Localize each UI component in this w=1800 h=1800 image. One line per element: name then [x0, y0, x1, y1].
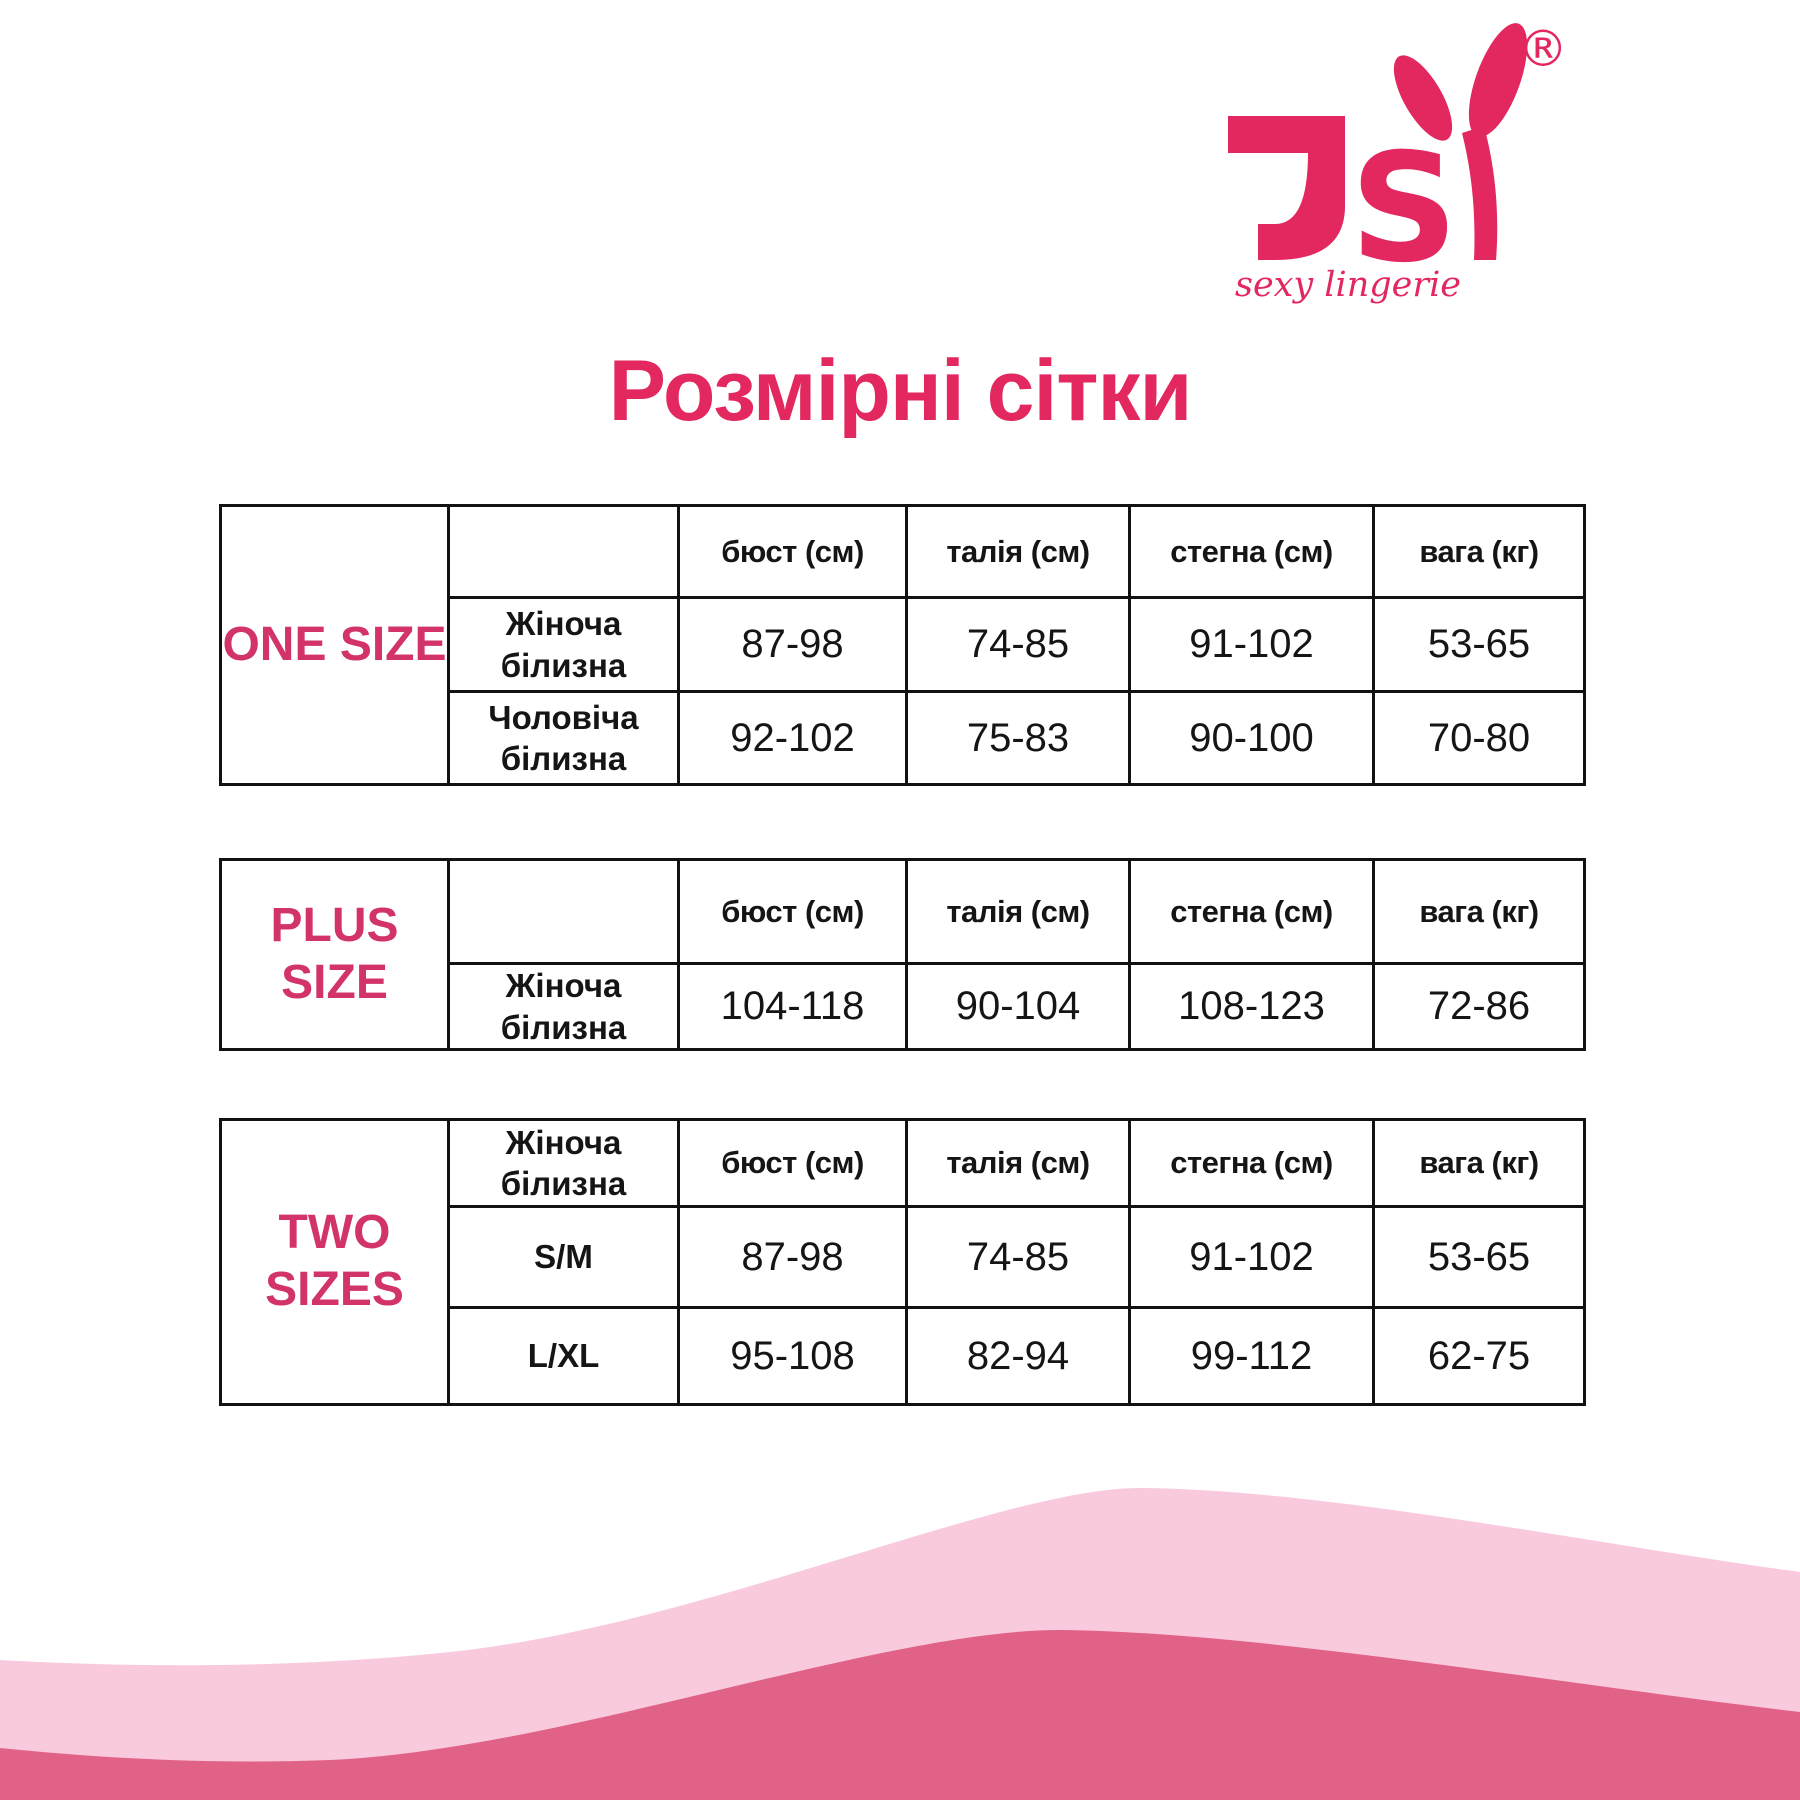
size-value: 70-80 [1372, 690, 1586, 786]
size-value: 91-102 [1128, 1205, 1375, 1309]
table-one-size: ONE SIZE бюст (см) талія (см) стегна (см… [219, 504, 1586, 786]
row-name-header [447, 504, 680, 599]
logo-letter-j [1228, 116, 1345, 260]
column-header: талія (см) [905, 504, 1131, 599]
size-value: 75-83 [905, 690, 1131, 786]
column-header: вага (кг) [1372, 858, 1586, 965]
column-header: стегна (см) [1128, 1118, 1375, 1208]
size-label: ONE SIZE [219, 504, 450, 786]
size-value: 104-118 [677, 962, 908, 1051]
size-value: 82-94 [905, 1306, 1131, 1406]
size-value: 90-100 [1128, 690, 1375, 786]
size-value: 92-102 [677, 690, 908, 786]
table-row: Жіноча білизна 104-118 90-104 108-123 72… [221, 962, 1586, 1051]
table-row: Жіноча білизна 87-98 74-85 91-102 53-65 [221, 596, 1586, 693]
row-name: Чоловіча білизна [447, 690, 680, 786]
page-title: Розмірні сітки [608, 343, 1193, 439]
registered-mark-icon: ® [1518, 20, 1568, 78]
size-value: 91-102 [1128, 596, 1375, 693]
column-header: стегна (см) [1128, 504, 1375, 599]
column-header: вага (кг) [1372, 1118, 1586, 1208]
table-two-sizes: TWO SIZES Жіноча білизна бюст (см) талія… [219, 1118, 1586, 1406]
row-name: Жіноча білизна [447, 596, 680, 693]
column-header: талія (см) [905, 1118, 1131, 1208]
logo-letter-s: S [1350, 122, 1458, 296]
row-name-header [447, 858, 680, 965]
size-value: 108-123 [1128, 962, 1375, 1051]
size-value: 62-75 [1372, 1306, 1586, 1406]
table-plus-size: PLUS SIZE бюст (см) талія (см) стегна (с… [219, 858, 1586, 1051]
table-row: S/M 87-98 74-85 91-102 53-65 [221, 1205, 1586, 1309]
size-value: 87-98 [677, 1205, 908, 1309]
brand-tagline: sexy lingerie [1235, 265, 1461, 305]
column-header: бюст (см) [677, 504, 908, 599]
column-header: бюст (см) [677, 858, 908, 965]
size-value: 90-104 [905, 962, 1131, 1051]
row-name: Жіноча білизна [447, 962, 680, 1051]
column-header: талія (см) [905, 858, 1131, 965]
column-header: бюст (см) [677, 1118, 908, 1208]
size-value: 99-112 [1128, 1306, 1375, 1406]
size-value: 53-65 [1372, 596, 1586, 693]
size-value: 72-86 [1372, 962, 1586, 1051]
leaf-stem [1462, 126, 1498, 260]
size-value: 74-85 [905, 1205, 1131, 1309]
row-name-header: Жіноча білизна [447, 1118, 680, 1208]
size-value: 87-98 [677, 596, 908, 693]
leaf-right-icon [1468, 23, 1528, 137]
row-name: L/XL [447, 1306, 680, 1406]
column-header: вага (кг) [1372, 504, 1586, 599]
table-row: L/XL 95-108 82-94 99-112 62-75 [221, 1306, 1586, 1406]
wave-decoration [0, 1488, 1800, 1800]
column-header: стегна (см) [1128, 858, 1375, 965]
jsy-logo: S ® sexy lingerie [1228, 20, 1568, 305]
size-label: TWO SIZES [219, 1118, 450, 1406]
wave-dark [0, 1630, 1800, 1800]
size-value: 74-85 [905, 596, 1131, 693]
row-name: S/M [447, 1205, 680, 1309]
leaf-left-icon [1393, 55, 1453, 141]
size-value: 53-65 [1372, 1205, 1586, 1309]
size-value: 95-108 [677, 1306, 908, 1406]
size-label: PLUS SIZE [219, 858, 450, 1051]
table-row: Чоловіча білизна 92-102 75-83 90-100 70-… [221, 690, 1586, 786]
